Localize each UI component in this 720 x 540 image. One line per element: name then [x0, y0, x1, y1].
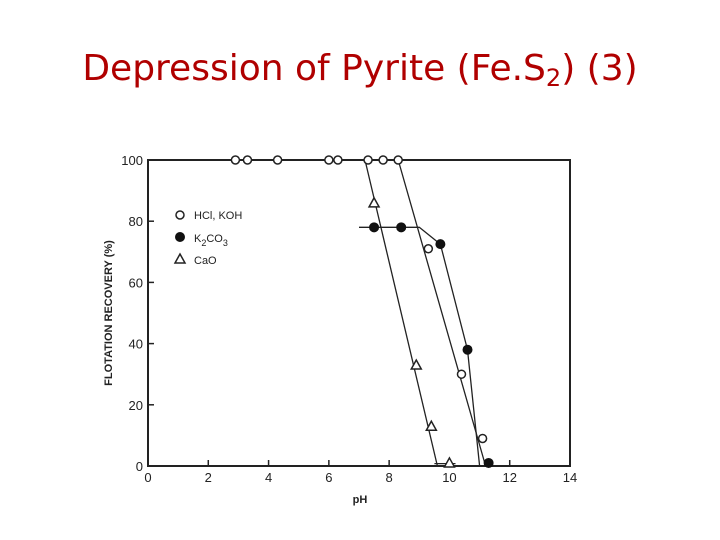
- data-point-0-6: [378, 155, 388, 165]
- x-tick-label-1: 2: [205, 470, 212, 485]
- x-tick-label-7: 14: [563, 470, 577, 485]
- legend-label-cao: CaO: [194, 255, 217, 267]
- series-lines: [235, 159, 487, 467]
- data-point-2-1: [409, 358, 423, 370]
- data-point-1-1: [396, 222, 407, 233]
- data-point-0-1: [242, 155, 253, 165]
- x-tick-label-5: 10: [442, 470, 456, 485]
- data-point-1-0: [369, 222, 380, 233]
- data-point-1-4: [483, 457, 494, 468]
- x-tick-label-4: 8: [386, 470, 393, 485]
- title-main: Depression of Pyrite (Fe.S: [82, 48, 546, 89]
- plot-frame: [147, 159, 571, 467]
- data-point-0-2: [272, 155, 283, 165]
- axis-ticks: 0 2 4 6 8 10 12 14 0 20 40 60 80 100: [121, 153, 577, 485]
- data-point-0-7: [393, 155, 403, 165]
- legend-marker-hcl-koh: [175, 210, 185, 220]
- y-tick-label-3: 60: [129, 275, 143, 290]
- data-point-2-3: [443, 456, 456, 468]
- x-axis-label: pH: [353, 494, 368, 506]
- series-line-2: [364, 159, 439, 467]
- data-point-0-10: [477, 433, 488, 444]
- series-line-0: [235, 159, 487, 467]
- y-axis-label: FLOTATION RECOVERY (%): [103, 240, 115, 386]
- data-point-2-0: [367, 196, 381, 208]
- y-tick-label-1: 20: [129, 398, 143, 413]
- y-tick-label-2: 40: [129, 337, 143, 352]
- data-point-0-8: [423, 243, 434, 254]
- y-tick-label-4: 80: [129, 214, 143, 229]
- data-point-0-0: [230, 155, 241, 165]
- data-point-0-4: [333, 155, 343, 165]
- legend-marker-k2co3: [175, 232, 185, 242]
- legend-label-hcl-koh: HCl, KOH: [194, 210, 242, 222]
- x-tick-label-6: 12: [502, 470, 516, 485]
- data-point-0-9: [456, 369, 467, 379]
- x-tick-label-2: 4: [265, 470, 272, 485]
- y-tick-label-0: 0: [136, 459, 143, 474]
- data-point-2-2: [425, 419, 438, 431]
- data-point-1-3: [462, 344, 473, 355]
- data-point-0-3: [324, 155, 334, 165]
- data-point-0-5: [363, 155, 373, 165]
- y-tick-label-5: 100: [121, 153, 143, 168]
- x-tick-label-0: 0: [144, 470, 151, 485]
- legend-label-k2co3: K2CO3: [194, 233, 228, 248]
- legend-marker-cao: [173, 252, 187, 264]
- legend: HCl, KOH K2CO3 CaO: [173, 210, 242, 267]
- title-suffix: ) (3): [561, 48, 638, 89]
- title-subscript: 2: [545, 64, 562, 92]
- series-markers: [230, 155, 494, 468]
- data-point-1-2: [435, 239, 446, 250]
- slide-title: Depression of Pyrite (Fe.S2) (3): [0, 48, 720, 92]
- series-line-1: [359, 226, 481, 467]
- x-tick-label-3: 6: [325, 470, 332, 485]
